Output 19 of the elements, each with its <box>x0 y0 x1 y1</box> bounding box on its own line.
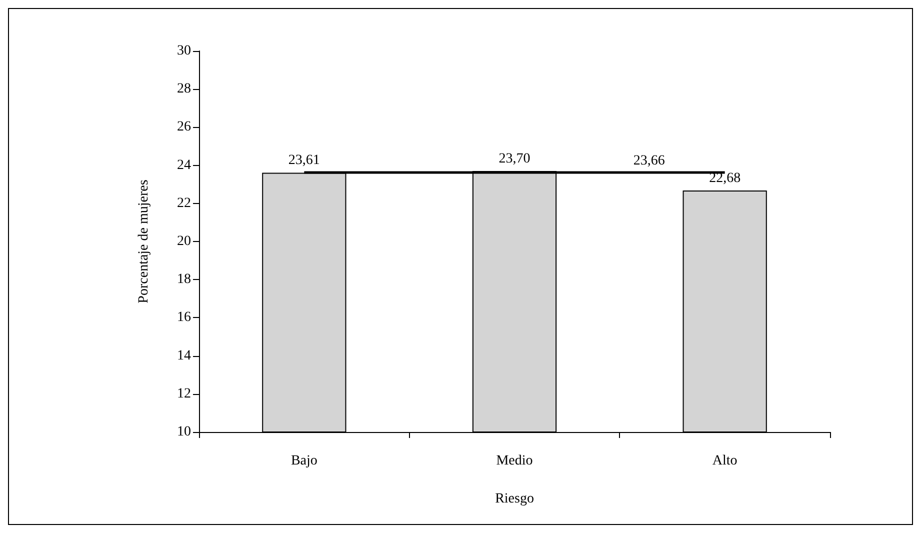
y-axis-title: Porcentaje de mujeres <box>136 180 152 304</box>
y-tick-label: 28 <box>177 82 191 97</box>
x-tick-label: Alto <box>712 454 738 468</box>
y-tick-label: 30 <box>177 44 191 58</box>
ref-line-label: 23,66 <box>633 153 665 168</box>
x-tick-label: Medio <box>496 454 533 468</box>
y-tick-label: 22 <box>177 196 191 211</box>
data-label: 23,70 <box>498 152 530 167</box>
x-axis-title: Riesgo <box>495 492 534 506</box>
y-tick-label: 18 <box>177 272 191 288</box>
y-tick-label: 10 <box>177 424 191 440</box>
x-tick-label: Bajo <box>290 454 318 468</box>
data-label: 23,61 <box>288 153 320 168</box>
y-tick-label: 24 <box>177 158 191 173</box>
y-tick-label: 16 <box>177 310 191 326</box>
y-tick-label: 12 <box>177 386 191 402</box>
y-tick-label: 20 <box>177 234 191 249</box>
y-tick-label: 26 <box>177 120 191 135</box>
y-tick-label: 14 <box>177 348 191 364</box>
